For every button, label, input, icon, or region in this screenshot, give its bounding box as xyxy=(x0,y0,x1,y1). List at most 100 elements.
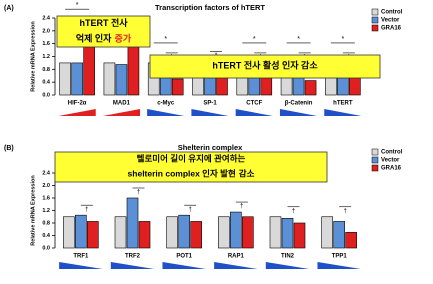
legend-swatch xyxy=(371,8,379,16)
bar xyxy=(63,216,75,249)
bar xyxy=(59,62,71,96)
callout-span: shelterin complex 인자 발현 xyxy=(128,169,236,179)
x-tick-label: TPP1 xyxy=(332,254,348,260)
x-tick-label: POT1 xyxy=(176,254,192,260)
significance-mark: † xyxy=(240,204,243,210)
dose-ramp xyxy=(265,262,310,269)
callout-box xyxy=(149,54,381,79)
significance-mark: † xyxy=(85,207,88,213)
callout-span: 감소 xyxy=(239,169,255,179)
x-tick-label: RAP1 xyxy=(228,254,245,260)
bar xyxy=(269,216,282,249)
callout-span: 텔로미어 길이 유지에 관여하는 xyxy=(137,154,246,164)
y-tick-label: 0.0 xyxy=(42,245,50,251)
legend-label: GRA16 xyxy=(381,26,402,32)
chart-title: Shelterin complex xyxy=(178,143,243,152)
dose-ramp xyxy=(235,109,273,116)
y-axis-label: Relative mRNA Expression xyxy=(30,21,36,92)
y-tick-label: 0.8 xyxy=(42,220,50,226)
bar xyxy=(75,214,87,249)
legend-swatch xyxy=(371,164,379,172)
dose-ramp xyxy=(59,262,103,269)
bar xyxy=(126,197,139,249)
legend-label: Vector xyxy=(381,18,400,24)
y-tick-label: 0.0 xyxy=(42,92,50,98)
bar xyxy=(230,211,242,249)
legend-label: Control xyxy=(381,150,403,156)
callout-span: 억제 인자 xyxy=(76,33,112,44)
x-tick-label: β-Catenin xyxy=(285,101,313,107)
bar xyxy=(171,78,184,96)
bar xyxy=(242,216,254,249)
significance-mark: † xyxy=(137,190,140,196)
y-tick-label: 2.4 xyxy=(42,15,51,21)
legend-label: GRA16 xyxy=(381,166,402,172)
x-tick-label: TRF1 xyxy=(73,254,89,260)
x-tick-label: TRF2 xyxy=(125,254,141,260)
significance-mark: * xyxy=(341,36,344,43)
y-tick-label: 2.0 xyxy=(42,183,50,189)
bar xyxy=(127,41,140,96)
legend-swatch xyxy=(371,156,379,164)
significance-mark: * xyxy=(297,36,300,43)
bar xyxy=(178,214,190,249)
callout-text: shelterin complex 인자 발현 감소 xyxy=(128,169,255,179)
bar xyxy=(190,221,202,249)
bar xyxy=(71,62,83,96)
x-tick-label: SP-1 xyxy=(203,101,217,107)
dose-ramp xyxy=(162,262,206,269)
callout-span: 증가 xyxy=(115,33,132,44)
panel-label: (B) xyxy=(4,145,14,152)
y-tick-label: 1.2 xyxy=(42,54,50,60)
y-tick-label: 0.8 xyxy=(42,67,50,73)
x-tick-label: TIN2 xyxy=(281,254,295,260)
y-tick-label: 1.2 xyxy=(42,208,50,214)
dose-ramp xyxy=(191,109,229,116)
significance-mark: * xyxy=(253,36,256,43)
legend-label: Control xyxy=(381,10,403,16)
bar xyxy=(114,216,127,249)
bar xyxy=(321,216,333,249)
dose-ramp xyxy=(102,109,141,116)
legend-swatch xyxy=(371,16,379,24)
callout-span: hTERT 전사 활성 인자 감소 xyxy=(212,60,318,71)
y-tick-label: 0.4 xyxy=(42,80,51,86)
callout-box xyxy=(56,15,151,48)
dose-ramp xyxy=(147,109,185,116)
callout-span: hTERT 전사 xyxy=(79,17,128,28)
bar xyxy=(345,232,357,249)
x-tick-label: MAD1 xyxy=(113,101,131,107)
dose-ramp xyxy=(279,109,318,116)
bar xyxy=(333,221,345,249)
significance-mark: † xyxy=(292,208,295,214)
bar xyxy=(87,221,99,249)
dose-ramp xyxy=(110,262,155,269)
bar xyxy=(115,64,128,96)
y-tick-label: 1.6 xyxy=(42,41,50,47)
callout-box xyxy=(54,151,328,183)
bar xyxy=(304,80,317,96)
chart-title: Transcription factors of hTERT xyxy=(155,3,265,12)
dose-ramp xyxy=(317,262,361,269)
x-tick-label: CTCF xyxy=(246,101,262,107)
callout-text: hTERT 전사 활성 인자 감소 xyxy=(212,60,318,71)
bar xyxy=(293,222,306,249)
callout-text: hTERT 전사 xyxy=(79,17,128,28)
callout-text: 억제 인자 증가 xyxy=(76,33,132,44)
bar xyxy=(138,221,151,249)
legend-swatch xyxy=(371,148,379,156)
significance-mark: † xyxy=(343,208,346,214)
callout-text: 텔로미어 길이 유지에 관여하는 xyxy=(137,154,246,164)
significance-mark: * xyxy=(164,36,167,43)
dose-ramp xyxy=(324,109,362,116)
y-axis-label: Relative mRNA Expression xyxy=(30,175,36,246)
legend-swatch xyxy=(371,24,379,32)
significance-mark: † xyxy=(188,207,191,213)
x-tick-label: c-Myc xyxy=(157,101,175,107)
bar xyxy=(281,218,294,249)
legend-label: Vector xyxy=(381,158,400,164)
y-tick-label: 0.4 xyxy=(42,233,51,239)
dose-ramp xyxy=(214,262,258,269)
x-tick-label: hTERT xyxy=(333,101,353,107)
panel-label: (A) xyxy=(4,5,14,12)
